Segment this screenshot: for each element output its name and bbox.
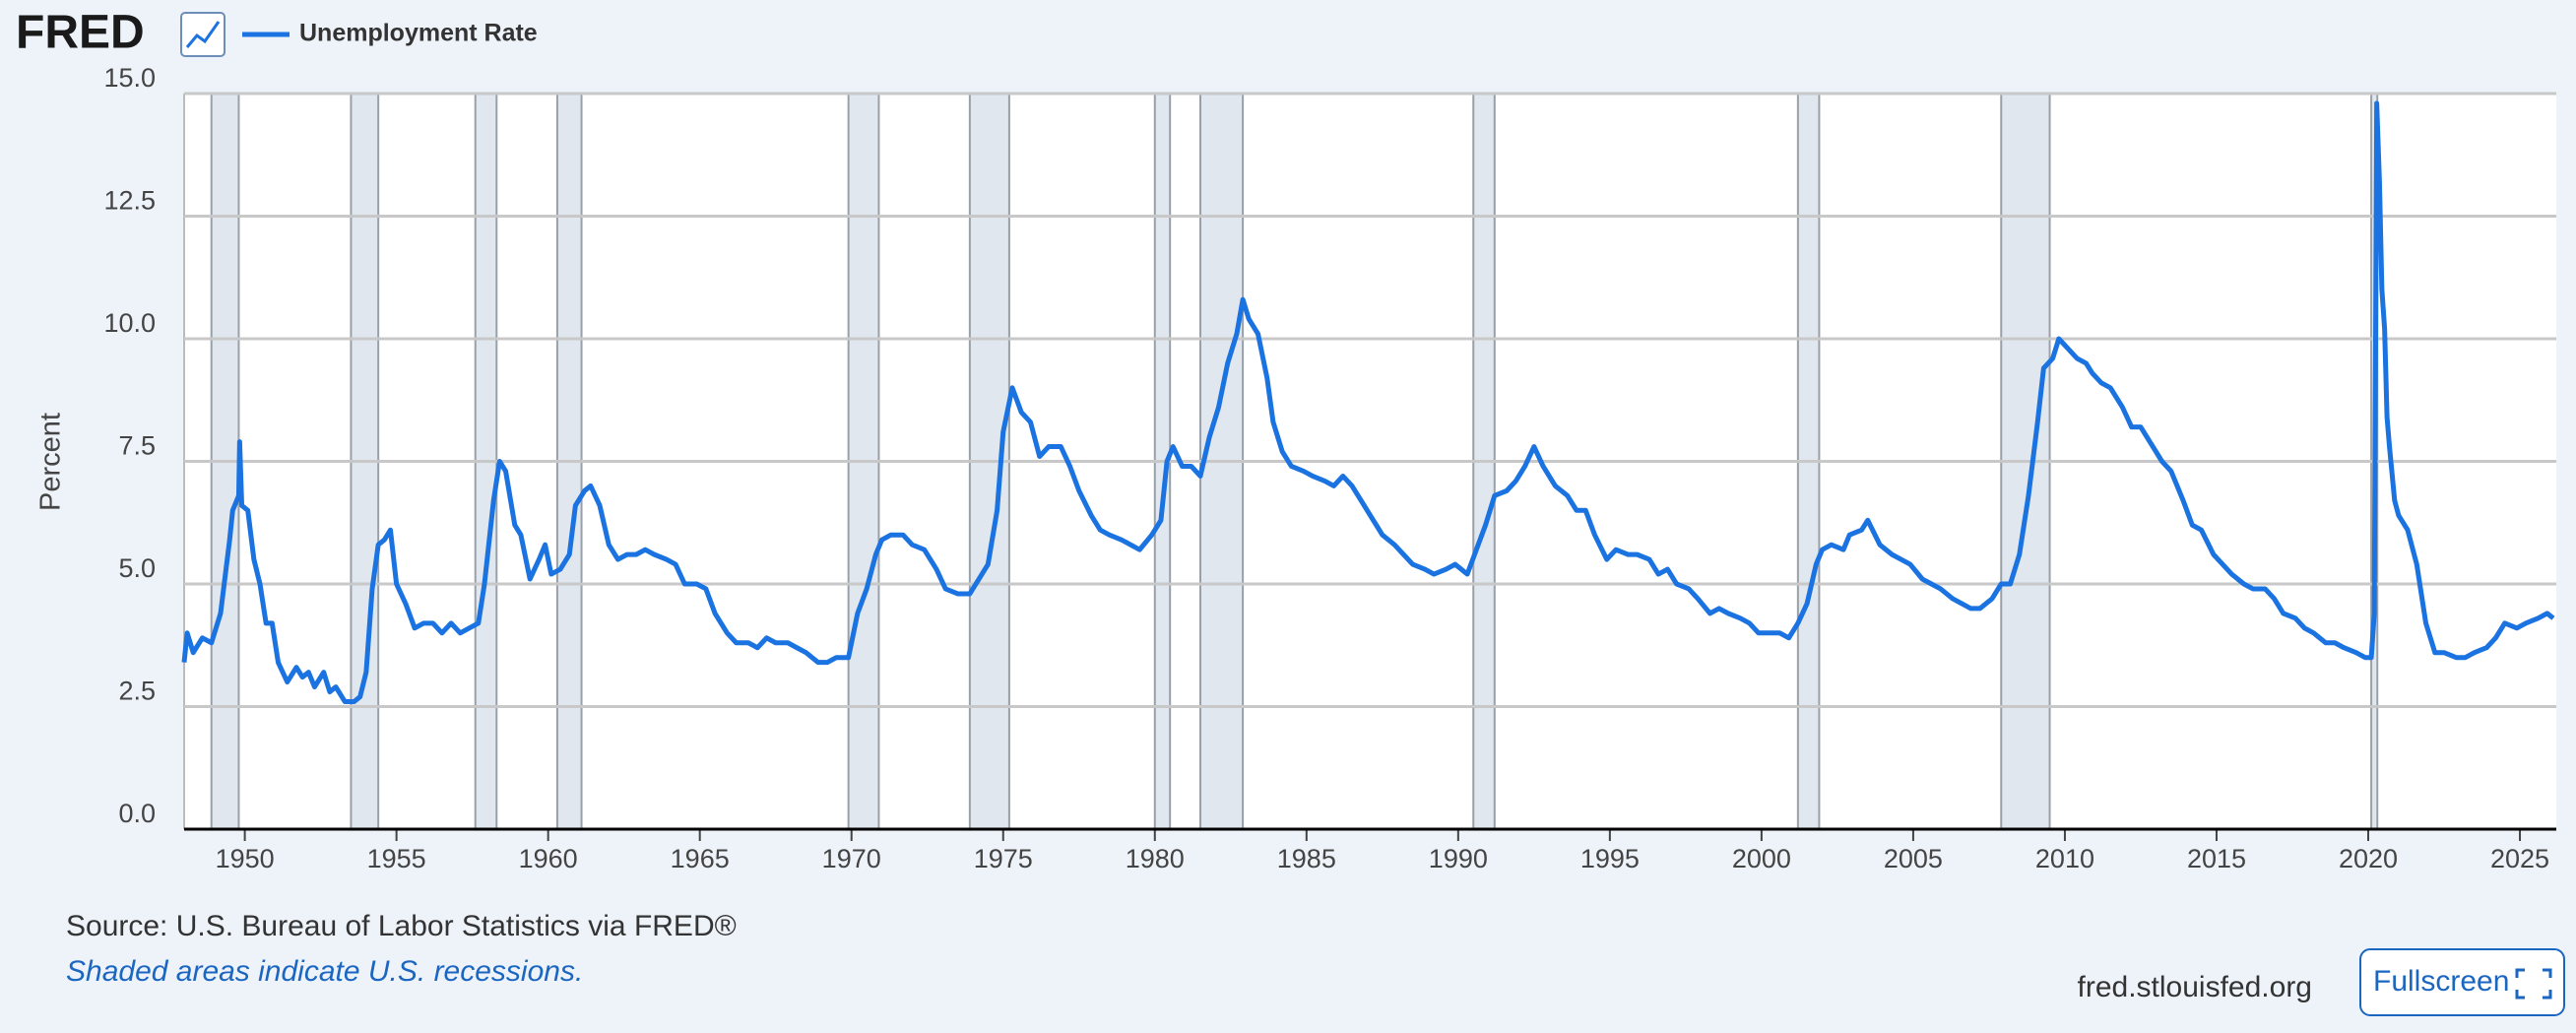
- x-tick-label: 1955: [367, 844, 426, 873]
- y-axis-title: Percent: [35, 413, 67, 511]
- y-tick-label: 2.5: [118, 677, 156, 706]
- x-tick-label: 1990: [1429, 844, 1488, 873]
- x-tick-label: 1980: [1126, 844, 1185, 873]
- legend-label: Unemployment Rate: [299, 20, 538, 47]
- x-tick-label: 1985: [1277, 844, 1336, 873]
- recession-note: Shaded areas indicate U.S. recessions.: [66, 955, 583, 988]
- x-tick-label: 2025: [2490, 844, 2549, 873]
- x-tick-label: 2005: [1884, 844, 1943, 873]
- x-tick-label: 1950: [216, 844, 275, 873]
- x-tick-label: 2015: [2187, 844, 2246, 873]
- x-tick-label: 1995: [1580, 844, 1640, 873]
- y-tick-label: 7.5: [118, 431, 156, 461]
- x-tick-label: 2000: [1732, 844, 1791, 873]
- y-tick-label: 0.0: [118, 799, 156, 828]
- y-tick-label: 12.5: [103, 186, 156, 216]
- x-tick-label: 1960: [519, 844, 578, 873]
- y-tick-label: 10.0: [103, 308, 156, 338]
- fullscreen-button[interactable]: Fullscreen: [2359, 948, 2565, 1016]
- series-line: [181, 100, 2555, 705]
- x-tick-label: 1970: [822, 844, 881, 873]
- x-tick-label: 2010: [2035, 844, 2094, 873]
- graph-icon: [180, 12, 225, 57]
- x-tick-label: 1975: [974, 844, 1033, 873]
- button-icon[interactable]: [2515, 968, 2552, 1000]
- source: Source: U.S. Bureau of Labor Statistics …: [66, 910, 737, 942]
- site-url: fred.stlouisfed.org: [2078, 971, 2312, 1003]
- x-tick-label: 1965: [671, 844, 730, 873]
- series: [181, 100, 2555, 705]
- logo: FRED: [16, 7, 145, 59]
- button-box[interactable]: [2359, 948, 2565, 1016]
- x-tick-label: 2020: [2339, 844, 2398, 873]
- y-tick-label: 15.0: [103, 63, 156, 93]
- y-tick-label: 5.0: [118, 553, 156, 583]
- button-label[interactable]: Fullscreen: [2373, 965, 2509, 998]
